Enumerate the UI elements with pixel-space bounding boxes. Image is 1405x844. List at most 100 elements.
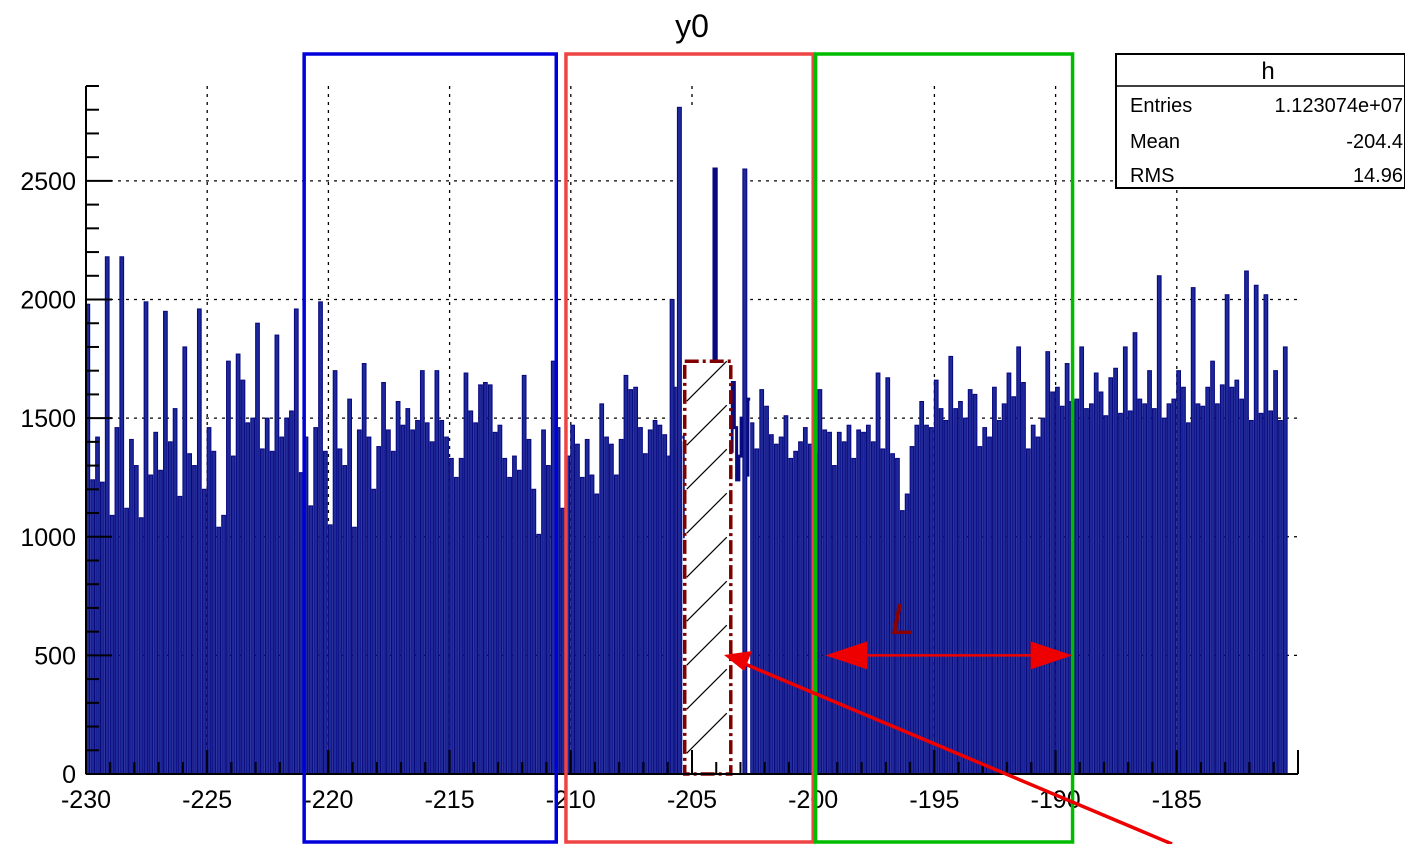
histogram-bar [95, 436, 100, 775]
histogram-bar [992, 386, 997, 775]
histogram-bar [352, 526, 357, 775]
histogram-bar [1210, 360, 1215, 775]
histogram-bar [647, 429, 653, 775]
histogram-bar [1229, 386, 1235, 775]
x-tick-label: -185 [1152, 786, 1202, 814]
length-label: L [891, 595, 915, 644]
histogram-bar [1001, 403, 1007, 775]
hatch-line [686, 448, 728, 490]
y-tick-label: 1000 [20, 524, 76, 552]
histogram-bar [914, 424, 920, 775]
histogram-bar [1103, 415, 1109, 775]
stats-box: h Entries 1.123074e+07 Mean -204.4 RMS 1… [1115, 53, 1405, 189]
hatch-line [686, 360, 728, 402]
histogram-bar [201, 488, 207, 775]
y-tick-label: 2000 [20, 287, 76, 315]
x-tick-label: -210 [546, 786, 596, 814]
histogram-bar [1156, 275, 1162, 775]
x-tick-label: -205 [667, 786, 717, 814]
histogram-bar [764, 405, 769, 775]
annotations: L [724, 595, 1173, 844]
histogram-bar [371, 488, 377, 775]
histogram-bar [1084, 408, 1089, 775]
histogram-bar [381, 382, 386, 775]
histogram-bar [109, 514, 115, 775]
histogram-bar [1205, 386, 1211, 775]
histogram-bar [827, 431, 832, 775]
histogram-bar [880, 448, 886, 775]
histogram-bar [235, 353, 241, 775]
histogram-bar [1258, 412, 1264, 775]
histogram-peak-bar [676, 106, 682, 775]
y-tick-label: 500 [34, 642, 76, 670]
histogram-bar [1142, 403, 1148, 775]
histogram-bar [919, 400, 925, 775]
dip-region [669, 106, 751, 776]
histogram-bar [929, 427, 934, 775]
histogram-bar [1093, 372, 1099, 775]
green-highlight-box [813, 52, 1075, 844]
histogram-bar [337, 448, 343, 775]
histogram-bar [536, 533, 542, 775]
histogram-bar [133, 465, 139, 775]
blue-highlight-box [302, 52, 559, 844]
histogram-bar [870, 441, 876, 775]
histogram-bar [1030, 424, 1036, 775]
histogram-bar [846, 424, 852, 775]
histogram-bar [473, 422, 479, 775]
histogram-bar [313, 427, 319, 775]
histogram-bar [1273, 370, 1278, 775]
histogram-bar [487, 384, 493, 775]
histogram-bar [798, 441, 803, 775]
histogram-bar [400, 424, 406, 775]
histogram-bar [284, 417, 289, 775]
histogram-bar [463, 372, 469, 775]
histogram-bar [541, 429, 546, 775]
histogram-bar [996, 419, 1002, 775]
x-tick-label: -195 [909, 786, 959, 814]
histogram-bar [865, 424, 871, 775]
histogram-bar [1025, 448, 1031, 775]
histogram-bar [323, 450, 328, 775]
histogram-bar [245, 422, 251, 775]
histogram-bar [1040, 417, 1046, 775]
dashed-region [682, 359, 733, 776]
histogram-bar [546, 465, 551, 775]
histogram-bar [618, 438, 624, 775]
histogram-bar [206, 427, 212, 775]
histogram-bar [124, 507, 129, 775]
histogram-bar [230, 455, 236, 775]
histogram-bar [1200, 405, 1206, 775]
histogram-bar [599, 403, 605, 775]
histogram-bar [1181, 386, 1186, 775]
histogram-bar [1132, 332, 1138, 775]
histogram-bar [1011, 396, 1017, 775]
histogram-bar [250, 417, 256, 775]
histogram-bar [589, 474, 595, 775]
histogram-bar [502, 457, 508, 775]
histogram-bar [531, 488, 537, 775]
histogram-bar [1016, 346, 1022, 775]
histogram-bar [361, 363, 367, 775]
histogram-bar [512, 455, 517, 775]
histogram-bar [507, 476, 512, 775]
histogram-bar [1224, 294, 1230, 775]
histogram-bar [478, 384, 483, 775]
stats-mean-value: -204.4 [1346, 131, 1403, 153]
histogram-bar [138, 517, 144, 775]
histogram-bar [584, 438, 590, 775]
histogram-bar [308, 505, 314, 775]
histogram-peak-bar [669, 298, 675, 775]
histogram-bar [1185, 422, 1191, 775]
histogram-bar [240, 379, 246, 775]
hatch-line [686, 712, 728, 754]
histogram-bar [1234, 379, 1240, 775]
histogram-bar [836, 431, 842, 775]
hatch-line [686, 536, 728, 578]
histogram-bar [182, 346, 188, 775]
histogram-bar [526, 438, 532, 775]
histogram-bar [856, 429, 862, 775]
histogram-bar [759, 389, 765, 775]
histogram-bar [1171, 398, 1177, 775]
histogram-bar [875, 372, 881, 775]
